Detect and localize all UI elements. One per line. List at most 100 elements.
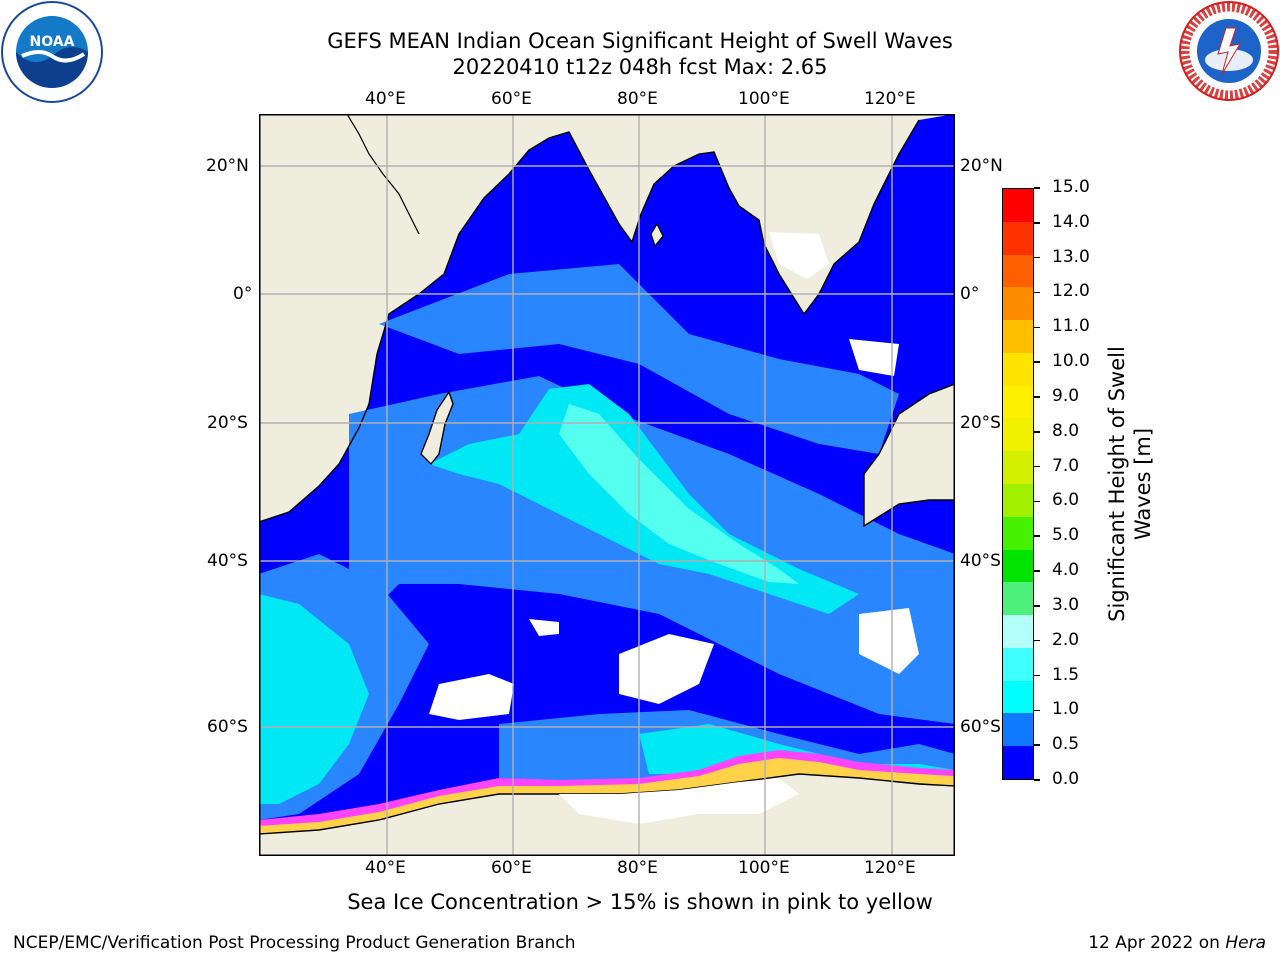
colorbar-tick-label: 1.5 — [1052, 664, 1080, 685]
noaa-logo: NOAA — [0, 0, 104, 104]
colorbar-band — [1003, 352, 1033, 386]
colorbar-tick-label: 1.0 — [1052, 699, 1080, 720]
map-frame — [259, 114, 955, 856]
right-lat-label: 40°S — [960, 551, 1001, 571]
colorbar-tick-mark — [1034, 570, 1040, 572]
footer-date: 12 Apr 2022 on Hera — [1088, 933, 1266, 953]
colorbar-band — [1003, 385, 1033, 419]
colorbar-tick-mark — [1034, 256, 1040, 259]
top-lon-label: 40°E — [365, 89, 406, 109]
colorbar-tick-label: 11.0 — [1052, 316, 1090, 337]
swell-core — [559, 404, 799, 584]
colorbar-tick-label: 7.0 — [1052, 455, 1080, 476]
colorbar-band — [1003, 746, 1033, 779]
colorbar-label-text: Significant Height of Swell Waves [m] — [1105, 346, 1155, 622]
left-lat-label: 40°S — [207, 551, 248, 571]
colorbar-tick-mark — [1034, 396, 1040, 398]
bottom-lon-label: 40°E — [365, 858, 406, 878]
colorbar-band — [1003, 647, 1033, 681]
colorbar-band — [1003, 713, 1033, 747]
colorbar-tick-mark — [1034, 222, 1040, 224]
colorbar-band — [1003, 516, 1033, 550]
colorbar-band — [1003, 451, 1033, 484]
bottom-lon-label: 60°E — [491, 858, 532, 878]
footer-date-text: 12 Apr 2022 on — [1088, 933, 1226, 953]
colorbar-tick-label: 4.0 — [1052, 560, 1080, 581]
missing-data-patch — [529, 619, 559, 636]
left-lat-label: 20°S — [207, 413, 248, 433]
svg-text:NOAA: NOAA — [30, 34, 75, 50]
missing-data-patch — [859, 608, 919, 674]
colorbar-tick-label: 8.0 — [1052, 420, 1080, 441]
colorbar-band — [1003, 221, 1033, 255]
colorbar-band — [1003, 483, 1033, 517]
left-lat-label: 0° — [233, 284, 253, 304]
colorbar-tick-mark — [1034, 291, 1040, 294]
colorbar-tick-mark — [1034, 465, 1040, 468]
colorbar-tick-mark — [1034, 500, 1040, 503]
colorbar-band — [1003, 418, 1033, 452]
chart-title: GEFS MEAN Indian Ocean Significant Heigh… — [327, 29, 953, 53]
gridlines — [260, 115, 954, 855]
missing-data-patch — [619, 634, 714, 704]
top-lon-label: 100°E — [738, 89, 790, 109]
colorbar-tick-label: 10.0 — [1052, 351, 1090, 372]
colorbar-tick-label: 15.0 — [1052, 177, 1090, 197]
bottom-lon-label: 100°E — [738, 858, 790, 878]
colorbar-tick-label: 12.0 — [1052, 281, 1090, 302]
colorbar-tick-mark — [1034, 674, 1040, 677]
colorbar-band — [1003, 188, 1033, 222]
colorbar-band — [1003, 254, 1033, 288]
colorbar-tick-mark — [1034, 605, 1040, 607]
top-lon-label: 80°E — [617, 89, 658, 109]
colorbar-band — [1003, 680, 1033, 714]
left-lat-label: 20°N — [206, 156, 249, 176]
colorbar-band — [1003, 287, 1033, 321]
nws-logo — [1178, 0, 1280, 102]
missing-data-patch — [429, 674, 514, 720]
colorbar-tick-label: 13.0 — [1052, 246, 1090, 267]
missing-data-patch — [769, 232, 829, 279]
colorbar-tick-label: 6.0 — [1052, 490, 1080, 511]
colorbar-band — [1003, 615, 1033, 648]
footer-machine: Hera — [1225, 933, 1266, 953]
colorbar-tick-label: 0.0 — [1052, 769, 1080, 789]
top-lon-label: 60°E — [491, 89, 532, 109]
colorbar-tick-label: 14.0 — [1052, 211, 1090, 232]
colorbar-band — [1003, 320, 1033, 353]
top-lon-label: 120°E — [864, 89, 916, 109]
colorbar-tick-mark — [1034, 744, 1040, 746]
colorbar-tick-label: 3.0 — [1052, 594, 1080, 615]
madagascar-land — [420, 390, 454, 466]
colorbar-tick-mark — [1034, 535, 1040, 537]
colorbar-tick-mark — [1034, 709, 1040, 712]
colorbar-tick-mark — [1034, 326, 1040, 329]
chart-subtitle: 20220410 t12z 048h fcst Max: 2.65 — [452, 55, 828, 79]
right-lat-label: 20°S — [960, 413, 1001, 433]
right-lat-label: 0° — [960, 284, 980, 304]
bottom-lon-label: 80°E — [617, 858, 658, 878]
right-lat-label: 60°S — [960, 717, 1001, 737]
colorbar-tick-label: 0.5 — [1052, 734, 1080, 755]
left-lat-label: 60°S — [207, 717, 248, 737]
bottom-lon-label: 120°E — [864, 858, 916, 878]
colorbar-tick-mark — [1034, 187, 1040, 189]
sea-ice-yellow — [260, 758, 954, 834]
colorbar-tick-label: 9.0 — [1052, 385, 1080, 406]
colorbar — [1002, 188, 1034, 780]
map-plot — [259, 114, 955, 856]
footer-credit: NCEP/EMC/Verification Post Processing Pr… — [13, 933, 576, 953]
colorbar-tick-mark — [1034, 431, 1040, 433]
colorbar-tick-mark — [1034, 639, 1040, 642]
australia-land — [863, 383, 954, 528]
colorbar-band — [1003, 549, 1033, 583]
swell-band-cyan — [260, 594, 369, 804]
sea-ice-caption: Sea Ice Concentration > 15% is shown in … — [347, 890, 933, 914]
right-lat-label: 20°N — [960, 156, 1003, 176]
colorbar-tick-label: 2.0 — [1052, 629, 1080, 650]
colorbar-tick-mark — [1034, 361, 1040, 363]
colorbar-tick-mark — [1034, 779, 1040, 781]
colorbar-band — [1003, 582, 1033, 616]
colorbar-tick-label: 5.0 — [1052, 525, 1080, 546]
missing-data-patch — [849, 339, 899, 376]
